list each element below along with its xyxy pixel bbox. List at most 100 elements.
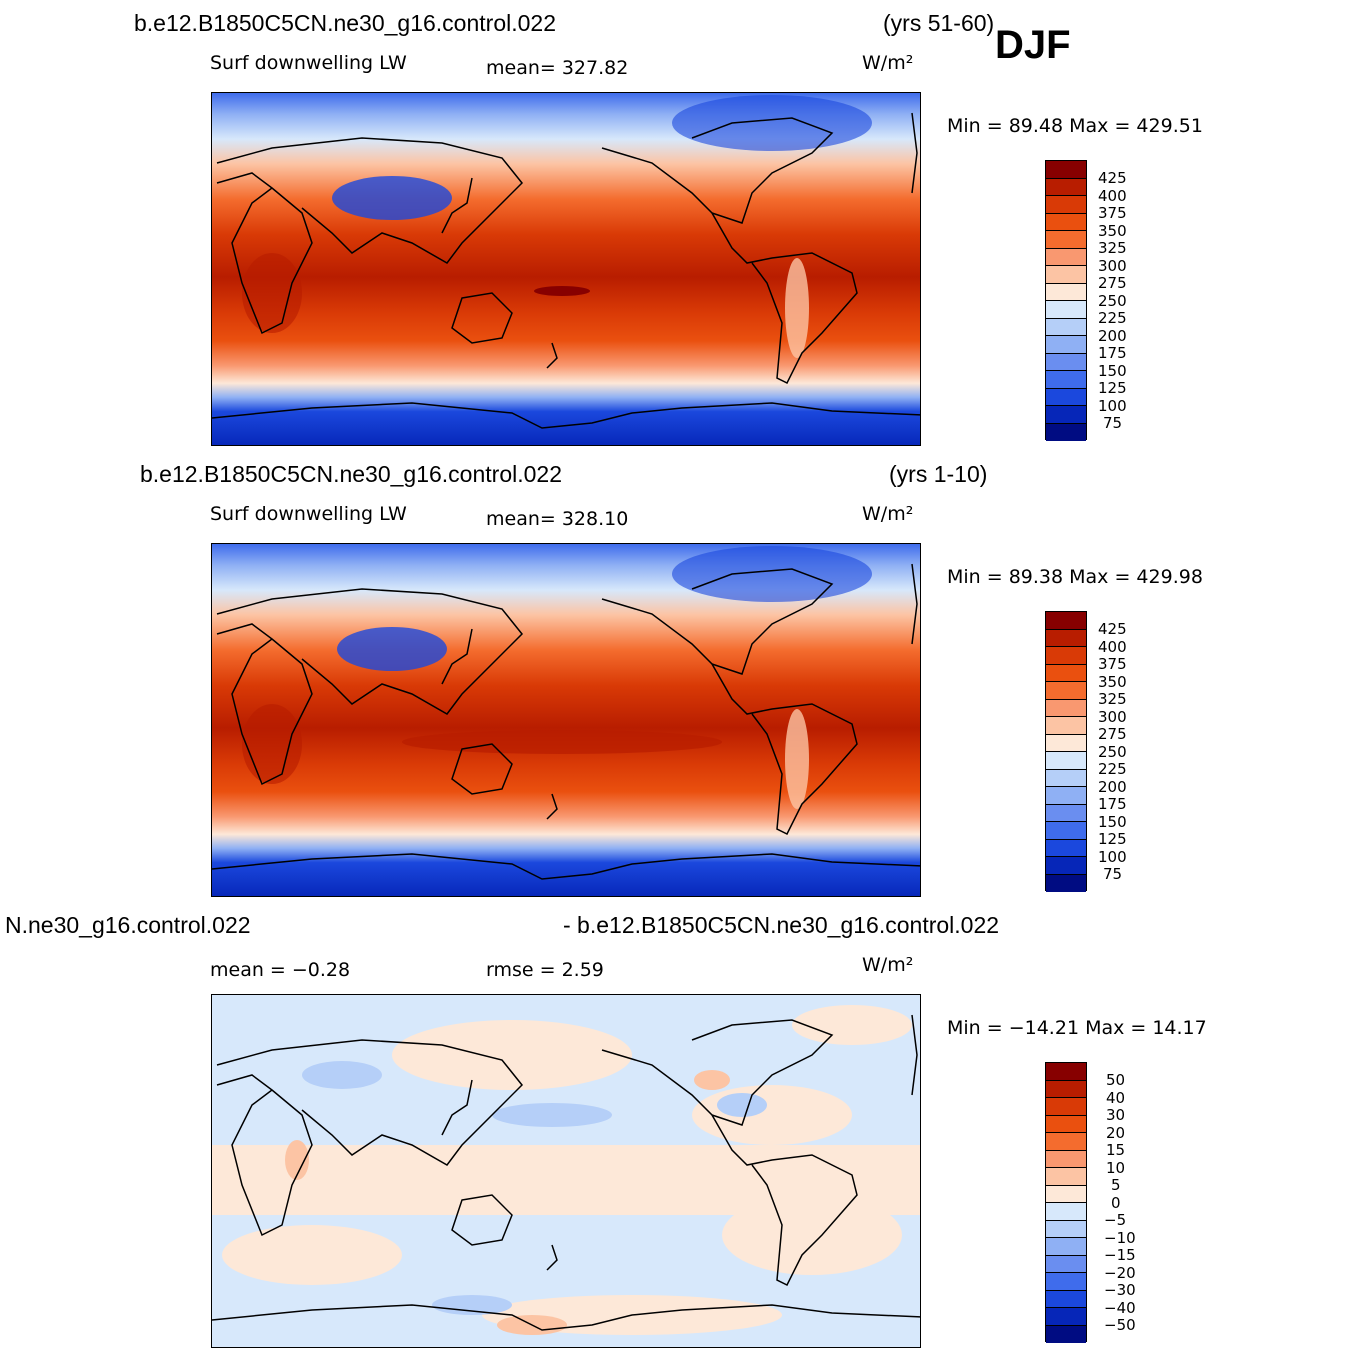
cbar2-tick: 225 xyxy=(1098,760,1127,778)
cbar3-swatch xyxy=(1046,1255,1086,1273)
cbar1-tick: 300 xyxy=(1098,256,1127,275)
cbar1-swatch xyxy=(1046,353,1086,371)
cbar2-swatch xyxy=(1046,839,1086,857)
panel2-map xyxy=(211,543,921,897)
cbar1-swatch xyxy=(1046,371,1086,389)
cbar1-tick: 200 xyxy=(1098,326,1127,345)
cbar2-tick: 325 xyxy=(1098,690,1127,708)
panel1-units: W/m² xyxy=(862,52,914,74)
cbar3-swatch xyxy=(1046,1080,1086,1098)
panel1-case-name: b.e12.B1850C5CN.ne30_g16.control.022 xyxy=(134,10,556,36)
cbar1-tick: 325 xyxy=(1098,239,1127,257)
panel3-colorbar xyxy=(1045,1062,1087,1343)
cbar2-swatch xyxy=(1046,699,1086,717)
cbar3-tick: −40 xyxy=(1104,1298,1136,1317)
cbar2-swatch xyxy=(1046,717,1086,735)
cbar1-swatch xyxy=(1046,196,1086,214)
cbar1-swatch xyxy=(1046,423,1086,441)
cbar3-tick: −20 xyxy=(1104,1263,1136,1282)
cbar1-tick: 425 xyxy=(1098,169,1127,187)
season-label: DJF xyxy=(995,23,1071,67)
cbar3-tick: 5 xyxy=(1111,1176,1121,1194)
cbar3-tick: 10 xyxy=(1106,1158,1126,1177)
cbar2-tick: 400 xyxy=(1098,637,1127,656)
cbar2-tick: 250 xyxy=(1098,742,1127,761)
cbar2-swatch xyxy=(1046,822,1086,840)
cbar3-swatch xyxy=(1046,1185,1086,1203)
cbar2-tick: 425 xyxy=(1098,620,1127,638)
panel3-case-left: N.ne30_g16.control.022 xyxy=(5,912,251,938)
cbar2-tick: 100 xyxy=(1098,847,1127,866)
cbar2-swatch xyxy=(1046,647,1086,665)
cbar3-tick: −10 xyxy=(1104,1228,1136,1247)
panel3-minmax: Min = −14.21 Max = 14.17 xyxy=(947,1017,1207,1039)
cbar1-tick: 150 xyxy=(1098,361,1127,380)
cbar2-tick: 375 xyxy=(1098,655,1127,673)
cbar2-tick: 75 xyxy=(1103,865,1123,883)
panel2-units: W/m² xyxy=(862,503,914,525)
cbar1-swatch xyxy=(1046,178,1086,196)
panel3-case-right: - b.e12.B1850C5CN.ne30_g16.control.022 xyxy=(563,912,1000,938)
panel3-units: W/m² xyxy=(862,954,914,976)
cbar2-swatch xyxy=(1046,874,1086,892)
cbar3-swatch xyxy=(1046,1115,1086,1133)
cbar3-tick: 40 xyxy=(1106,1088,1126,1107)
cbar3-swatch xyxy=(1046,1150,1086,1168)
cbar3-tick: 15 xyxy=(1106,1141,1126,1159)
cbar2-swatch xyxy=(1046,734,1086,752)
cbar1-tick: 250 xyxy=(1098,291,1127,310)
cbar1-swatch xyxy=(1046,388,1086,406)
cbar1-swatch xyxy=(1046,283,1086,301)
cbar1-tick: 100 xyxy=(1098,396,1127,415)
panel2-case-name: b.e12.B1850C5CN.ne30_g16.control.022 xyxy=(140,461,562,487)
cbar3-swatch xyxy=(1046,1238,1086,1256)
cbar1-tick: 375 xyxy=(1098,204,1127,222)
cbar3-swatch xyxy=(1046,1098,1086,1116)
cbar3-tick: −5 xyxy=(1104,1211,1127,1229)
cbar1-tick: 175 xyxy=(1098,344,1127,362)
cbar1-swatch xyxy=(1046,406,1086,424)
panel1-mean: mean= 327.82 xyxy=(486,57,629,79)
cbar3-swatch xyxy=(1046,1063,1086,1081)
cbar1-swatch xyxy=(1046,336,1086,354)
cbar1-swatch xyxy=(1046,231,1086,249)
cbar3-swatch xyxy=(1046,1168,1086,1186)
cbar1-swatch xyxy=(1046,161,1086,179)
cbar2-swatch xyxy=(1046,629,1086,647)
panel1-variable: Surf downwelling LW xyxy=(210,52,407,74)
cbar1-tick: 400 xyxy=(1098,186,1127,205)
panel2-years: (yrs 1-10) xyxy=(889,461,988,487)
cbar2-swatch xyxy=(1046,769,1086,787)
cbar2-swatch xyxy=(1046,857,1086,875)
cbar3-tick: −15 xyxy=(1104,1246,1136,1264)
panel3-map xyxy=(211,994,921,1348)
cbar3-swatch xyxy=(1046,1308,1086,1326)
cbar1-tick: 125 xyxy=(1098,379,1127,397)
cbar3-tick: 30 xyxy=(1106,1106,1126,1124)
cbar2-swatch xyxy=(1046,682,1086,700)
cbar2-swatch xyxy=(1046,664,1086,682)
cbar3-tick: −30 xyxy=(1104,1281,1136,1299)
panel1-map xyxy=(211,92,921,446)
cbar2-tick: 350 xyxy=(1098,672,1127,691)
cbar1-tick: 225 xyxy=(1098,309,1127,327)
cbar2-tick: 200 xyxy=(1098,777,1127,796)
cbar3-tick: 20 xyxy=(1106,1123,1126,1142)
cbar2-tick: 300 xyxy=(1098,707,1127,726)
cbar3-swatch xyxy=(1046,1273,1086,1291)
panel1-years: (yrs 51-60) xyxy=(883,10,995,36)
cbar1-swatch xyxy=(1046,266,1086,284)
cbar2-tick: 150 xyxy=(1098,812,1127,831)
panel3-mean: mean = −0.28 xyxy=(210,959,351,981)
panel2-variable: Surf downwelling LW xyxy=(210,503,407,525)
cbar3-swatch xyxy=(1046,1325,1086,1343)
cbar3-tick: 0 xyxy=(1111,1193,1121,1212)
cbar3-swatch xyxy=(1046,1203,1086,1221)
panel2-mean: mean= 328.10 xyxy=(486,508,629,530)
cbar1-swatch xyxy=(1046,318,1086,336)
panel2-minmax: Min = 89.38 Max = 429.98 xyxy=(947,566,1203,588)
cbar1-swatch xyxy=(1046,213,1086,231)
cbar2-tick: 175 xyxy=(1098,795,1127,813)
panel1-minmax: Min = 89.48 Max = 429.51 xyxy=(947,115,1203,137)
cbar1-tick: 275 xyxy=(1098,274,1127,292)
